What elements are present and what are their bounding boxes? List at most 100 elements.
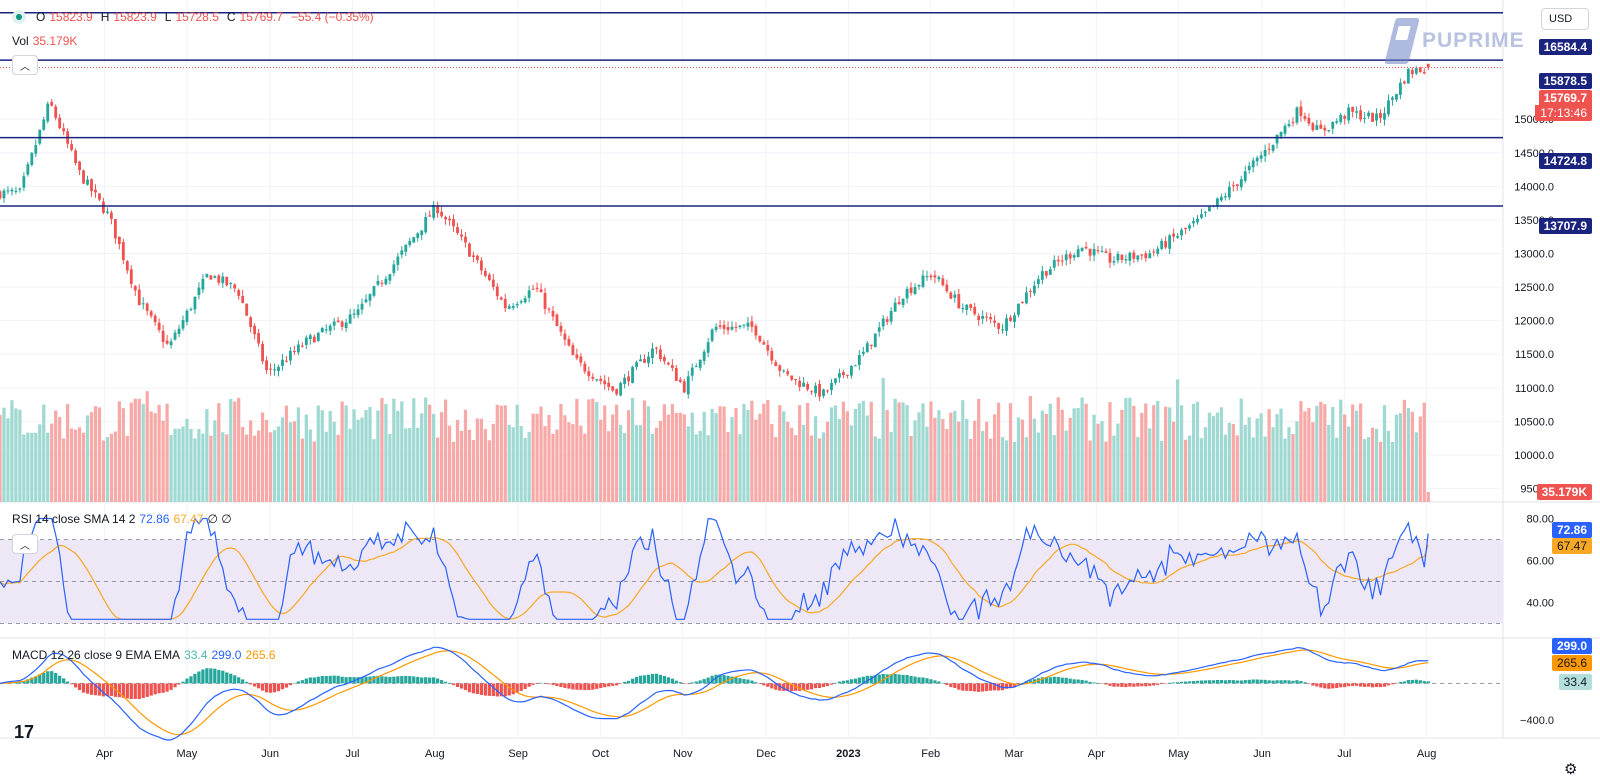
candle-body (1144, 253, 1148, 259)
collapse-legend-button[interactable]: ︿ (12, 55, 38, 75)
volume-bar (1319, 401, 1323, 502)
candle-body (229, 283, 233, 285)
volume-bar (432, 413, 436, 502)
candle-body (758, 335, 762, 342)
macd-hist-bar (109, 683, 114, 696)
macd-hist-bar (1307, 683, 1311, 684)
macd-hist-bar (742, 678, 746, 684)
candle-body (1060, 260, 1064, 262)
candle-body (1311, 123, 1315, 131)
volume-bar (221, 432, 225, 502)
volume-bar (1339, 399, 1343, 502)
candle-body (348, 314, 352, 324)
candle-body (1215, 198, 1219, 206)
candle-body (842, 372, 845, 376)
macd-hist-bar (583, 683, 587, 691)
macd-hist-bar (1112, 683, 1116, 687)
volume-bar (14, 408, 18, 502)
macd-hist-bar (853, 678, 857, 684)
macd-hist-bar (611, 683, 615, 686)
candle-body (177, 328, 181, 334)
volume-bar (26, 432, 30, 502)
volume-bar (650, 433, 655, 502)
volume-bar (853, 408, 857, 502)
candle-body (1251, 160, 1255, 168)
currency-selector[interactable]: USD (1541, 8, 1589, 30)
macd-hist-bar (925, 678, 929, 684)
macd-hist-bar (992, 683, 997, 691)
macd-hist-bar (1092, 682, 1096, 684)
macd-hist-bar (249, 683, 253, 685)
volume-bar (1219, 407, 1223, 502)
close-key: C (226, 10, 236, 24)
level-label-16584: 16584.4 (1538, 39, 1592, 55)
volume-bar (249, 420, 253, 502)
macd-hist-bar (62, 678, 66, 684)
candle-body (579, 356, 583, 363)
macd-hist-bar (662, 676, 667, 684)
macd-hist-bar (392, 676, 396, 684)
candle-body (575, 354, 579, 359)
volume-bar (698, 430, 702, 502)
candle-body (304, 337, 308, 345)
volume-bar (1295, 421, 1299, 502)
volume-bar (205, 409, 209, 502)
candle-body (1009, 317, 1012, 321)
candle-body (392, 264, 396, 274)
collapse-rsi-button[interactable]: ︿ (12, 534, 38, 554)
macd-hist-bar (1418, 680, 1422, 684)
macd-hist-bar (845, 680, 850, 684)
price-tick-label: 10000.0 (1514, 450, 1554, 462)
candle-body (332, 321, 336, 326)
candle-body (1013, 315, 1016, 322)
candle-body (889, 311, 893, 322)
price-tick-label: 11000.0 (1515, 383, 1554, 395)
volume-bar (404, 428, 408, 502)
gear-icon[interactable]: ⚙ (1564, 761, 1578, 778)
candle-body (70, 144, 74, 150)
volume-bar (1179, 405, 1184, 502)
candle-body (770, 350, 774, 361)
candle-body (1188, 225, 1191, 229)
volume-bar (479, 418, 484, 502)
candle-body (651, 348, 654, 358)
macd-hist-bar (141, 683, 145, 698)
macd-hist-bar (439, 680, 444, 684)
volume-bar (2, 407, 6, 502)
candle-body (404, 244, 408, 252)
volume-bar (161, 420, 165, 502)
candle-body (1422, 71, 1426, 74)
macd-hist-bar (296, 681, 300, 684)
tradingview-logo[interactable]: 17 (14, 722, 35, 742)
macd-hist-bar (786, 683, 790, 692)
macd-hist-bar (1319, 683, 1323, 688)
candle-body (818, 383, 821, 397)
candle-body (344, 322, 348, 329)
volume-bar (989, 438, 993, 502)
volume-bar (929, 401, 933, 502)
volume-bar (901, 402, 905, 502)
volume-bar (1088, 440, 1092, 502)
volume-bar (6, 418, 10, 502)
macd-hist-bar (1343, 683, 1347, 688)
candle-body (1108, 252, 1112, 263)
volume-bar (758, 413, 762, 502)
candle-body (157, 322, 161, 331)
macd-hist-bar (734, 677, 738, 684)
candle-body (269, 368, 272, 370)
macd-hist-bar (678, 682, 682, 684)
volume-bar (1084, 403, 1088, 502)
volume-bar (1362, 439, 1367, 502)
candle-body (1076, 249, 1080, 258)
macd-hist-bar (1199, 680, 1204, 684)
candle-body (1219, 196, 1223, 201)
volume-bar (18, 409, 22, 502)
macd-hist-bar (304, 678, 308, 684)
volume-bar (1168, 407, 1172, 502)
macd-hist-bar (241, 679, 245, 684)
macd-hist-bar (961, 683, 965, 691)
symbol-dot-icon[interactable] (12, 10, 26, 24)
candle-body (790, 375, 794, 380)
volume-bar (1136, 436, 1140, 502)
